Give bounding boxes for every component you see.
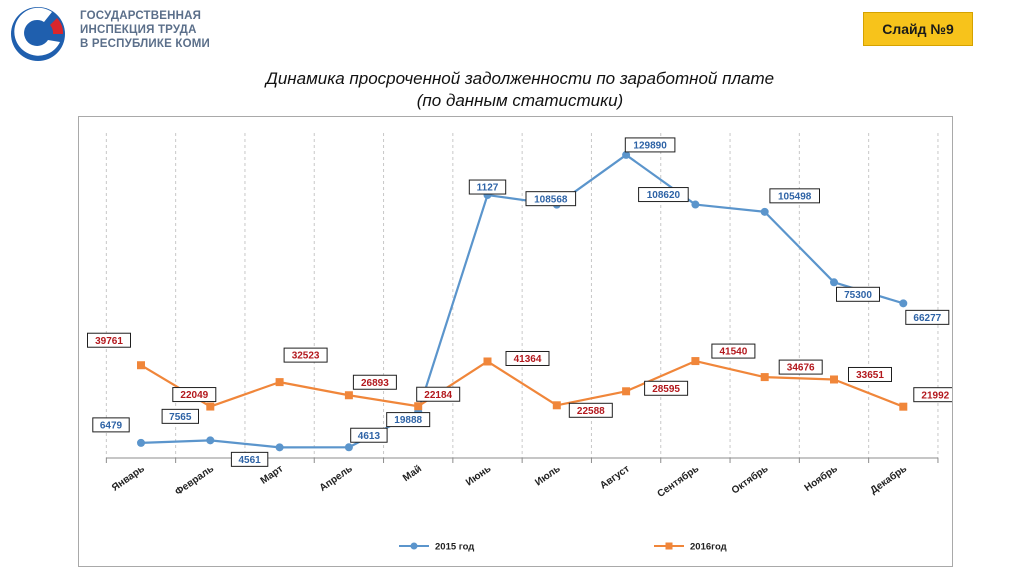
chart-frame: Январь Февраль Март Апрель Май Июнь Июль Август… — [78, 116, 953, 567]
data-label-2016: 26893 — [361, 378, 389, 389]
data-label-2015-box — [624, 137, 676, 153]
data-point — [830, 375, 838, 384]
data-point — [275, 443, 284, 452]
data-point — [622, 387, 631, 396]
data-label-2016-box — [711, 343, 756, 359]
x-tick-label: Сентябрь — [655, 463, 701, 500]
data-label-2015-box — [836, 286, 880, 302]
data-label-2016: 39761 — [95, 336, 123, 347]
data-label-2016-box — [644, 380, 689, 396]
x-tick-label: Август — [598, 463, 632, 491]
data-label-2016: 33651 — [856, 370, 884, 381]
x-tick-label: Июнь — [464, 463, 493, 488]
data-point — [552, 401, 561, 410]
data-label-2016: 22588 — [577, 406, 605, 417]
data-label-2016: 34676 — [787, 363, 815, 374]
data-point — [830, 278, 838, 287]
data-point — [899, 299, 908, 308]
slide-number-badge: Слайд №9 — [863, 12, 973, 46]
legend-label: 2015 год — [435, 542, 474, 553]
chart-title: Динамика просроченной задолженности по з… — [150, 68, 890, 112]
x-tick-label: Март — [259, 463, 286, 486]
data-label-2015: 105498 — [778, 191, 812, 202]
data-label-2015: 66277 — [913, 313, 941, 324]
gosinspektsiya-logo-icon — [11, 7, 65, 61]
data-point — [206, 402, 215, 411]
series-line-2016 — [140, 359, 904, 408]
x-tick-label: Октябрь — [729, 463, 770, 497]
data-label-2015: 108568 — [534, 194, 568, 205]
data-label-2015-box — [386, 412, 431, 428]
data-label-2015-box — [92, 417, 130, 433]
org-logo: ГОСУДАРСТВЕННАЯ ИНСПЕКЦИЯ ТРУДА В РЕСПУБ… — [8, 4, 248, 62]
data-label-2016: 41364 — [514, 354, 542, 365]
data-label-2015: 19888 — [394, 415, 422, 426]
chart-title-line-1: Динамика просроченной задолженности по з… — [265, 69, 775, 88]
data-label-2015: 4613 — [358, 431, 381, 442]
data-label-2016: 21992 — [921, 390, 949, 401]
data-label-2016: 41540 — [719, 347, 747, 358]
data-label-2015-box — [230, 451, 269, 467]
org-name-line-1: ГОСУДАРСТВЕННАЯ — [80, 10, 202, 22]
legend-marker — [410, 542, 418, 550]
data-label-2015-box — [525, 191, 577, 207]
org-name: ГОСУДАРСТВЕННАЯ ИНСПЕКЦИЯ ТРУДА В РЕСПУБ… — [80, 9, 210, 51]
data-label-2015-box — [468, 179, 507, 195]
org-name-line-2: ИНСПЕКЦИЯ ТРУДА — [80, 24, 197, 36]
data-point — [691, 357, 700, 366]
data-label-2016-box — [848, 366, 892, 382]
data-label-2015: 1127 — [477, 183, 499, 194]
legend-label: 2016год — [690, 542, 727, 553]
data-label-2016-box — [568, 402, 613, 418]
data-label-2016-box — [505, 350, 550, 366]
legend-marker — [665, 542, 673, 550]
data-point — [344, 391, 353, 400]
data-label-2015: 6479 — [100, 420, 123, 431]
line-chart: Январь Февраль Март Апрель Май Июнь Июль Август… — [87, 133, 952, 553]
data-label-2015-box — [161, 408, 199, 424]
data-label-2015: 108620 — [647, 190, 681, 201]
x-tick-label: Ноябрь — [802, 463, 840, 494]
data-label-2016: 22049 — [180, 390, 208, 401]
data-label-2016-box — [87, 332, 131, 348]
x-tick-label: Январь — [110, 463, 147, 493]
chart-title-line-2: (по данным статистики) — [416, 91, 624, 110]
data-point — [206, 436, 215, 445]
data-point — [760, 207, 769, 216]
data-label-2015: 4561 — [238, 455, 261, 466]
data-label-2015: 75300 — [844, 290, 872, 301]
data-label-2016-box — [352, 374, 397, 390]
data-label-2016-box — [172, 387, 217, 403]
data-point — [760, 373, 769, 382]
series-line-2015 — [140, 153, 904, 449]
data-label-2016: 22184 — [424, 390, 452, 401]
org-name-line-3: В РЕСПУБЛИКЕ КОМИ — [80, 38, 210, 50]
data-label-2016-box — [913, 387, 952, 403]
x-tick-label: Декабрь — [868, 463, 909, 497]
data-label-2016: 32523 — [292, 351, 320, 362]
data-label-2015-box — [638, 187, 689, 203]
data-label-2015: 129890 — [633, 141, 667, 152]
x-tick-label: Февраль — [173, 463, 216, 497]
data-label-2016-box — [416, 386, 461, 402]
data-label-2015: 7565 — [169, 412, 192, 423]
data-point — [483, 357, 492, 366]
x-tick-label: Апрель — [318, 463, 355, 493]
data-label-2016-box — [283, 347, 328, 363]
x-tick-label: Июль — [533, 463, 562, 488]
data-label-2016: 28595 — [652, 384, 680, 395]
data-label-2015-box — [769, 188, 821, 204]
data-point — [137, 361, 145, 370]
data-label-2015-box — [350, 427, 388, 443]
data-point — [414, 402, 423, 411]
data-point — [344, 443, 353, 452]
x-tick-label: Май — [401, 463, 424, 484]
data-point — [622, 150, 631, 159]
data-point — [137, 438, 145, 447]
data-point — [275, 378, 284, 387]
data-point — [691, 200, 700, 209]
data-label-2015-box — [905, 309, 950, 325]
data-label-2016-box — [778, 359, 823, 375]
data-point — [899, 402, 908, 411]
